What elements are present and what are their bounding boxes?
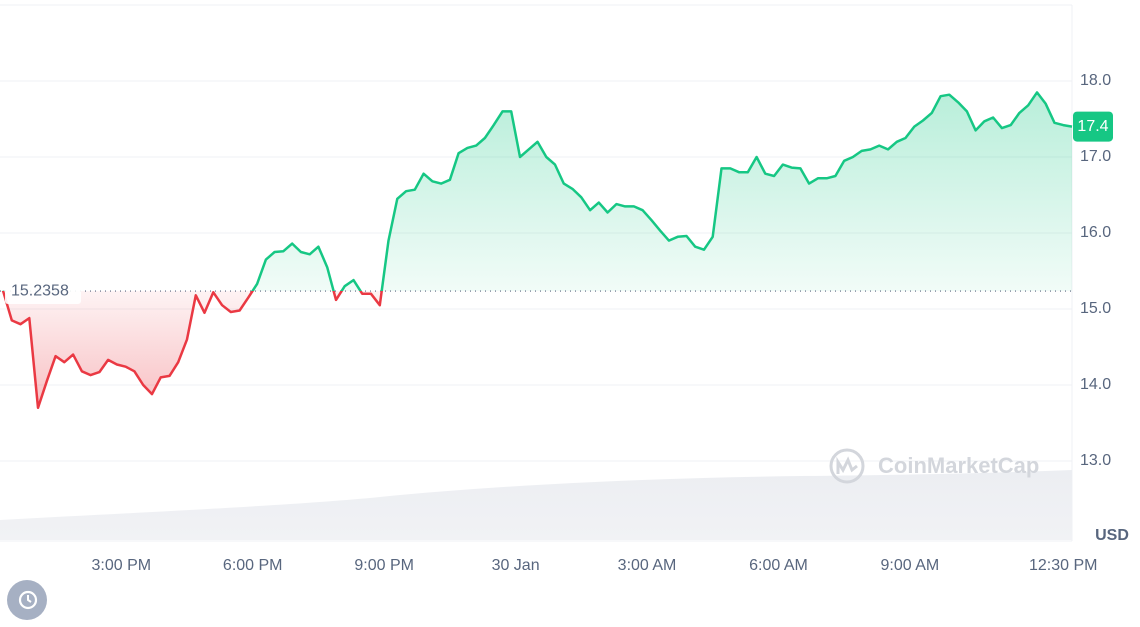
y-tick-label: 15.0 [1080, 300, 1111, 317]
x-tick-label: 6:00 PM [223, 557, 283, 574]
watermark-text: CoinMarketCap [878, 453, 1039, 478]
x-tick-label: 3:00 AM [618, 557, 677, 574]
y-axis-unit: USD [1095, 527, 1129, 544]
baseline-label-bg [5, 278, 81, 305]
x-tick-label: 9:00 AM [881, 557, 940, 574]
history-icon [18, 590, 38, 610]
watermark-logo-mark [836, 456, 858, 474]
x-tick-label: 3:00 PM [91, 557, 151, 574]
price-area [3, 92, 1072, 408]
marks: 15.2358 [0, 91, 1073, 410]
y-tick-label: 18.0 [1080, 72, 1111, 89]
y-tick-label: 17.0 [1080, 148, 1111, 165]
price-tag-label: 17.4 [1077, 118, 1108, 135]
baseline-label: 15.2358 [11, 282, 69, 299]
x-tick-label: 6:00 AM [749, 557, 808, 574]
volume-area [0, 470, 1072, 540]
y-tick-label: 14.0 [1080, 376, 1111, 393]
y-tick-label: 13.0 [1080, 452, 1111, 469]
y-tick-label: 16.0 [1080, 224, 1111, 241]
watermark-logo [829, 448, 865, 484]
history-button[interactable] [7, 580, 47, 620]
history-icon-hand [27, 595, 32, 603]
price-line [1, 91, 1073, 410]
x-tick-label: 12:30 PM [1029, 557, 1097, 574]
price-tag [1073, 111, 1113, 142]
x-tick-label: 9:00 PM [354, 557, 414, 574]
watermark: CoinMarketCap [829, 448, 1039, 484]
x-tick-label: 30 Jan [492, 557, 540, 574]
